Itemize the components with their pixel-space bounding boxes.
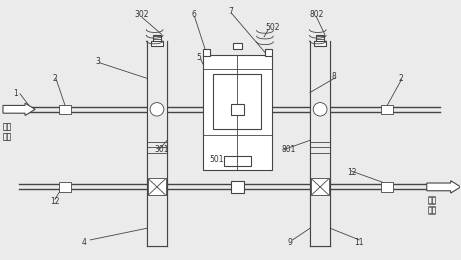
Ellipse shape bbox=[313, 103, 327, 116]
Bar bbox=[151, 41, 163, 47]
Bar bbox=[310, 41, 330, 246]
Text: 501: 501 bbox=[210, 155, 225, 164]
Text: 4: 4 bbox=[81, 238, 86, 247]
Bar bbox=[224, 156, 251, 166]
Text: 2: 2 bbox=[398, 74, 403, 83]
Bar bbox=[148, 178, 166, 196]
Text: 802: 802 bbox=[309, 10, 324, 20]
Bar bbox=[59, 105, 71, 114]
Text: 801: 801 bbox=[281, 145, 296, 154]
Text: 301: 301 bbox=[154, 145, 169, 154]
Bar bbox=[153, 35, 161, 41]
Ellipse shape bbox=[150, 103, 164, 116]
Bar bbox=[230, 181, 244, 193]
Text: 输入: 输入 bbox=[3, 132, 12, 141]
Text: 9: 9 bbox=[288, 238, 293, 247]
Text: 输入: 输入 bbox=[3, 133, 12, 142]
Text: 输出: 输出 bbox=[427, 206, 437, 215]
FancyArrow shape bbox=[427, 181, 461, 193]
Text: 12: 12 bbox=[50, 197, 60, 206]
Text: 11: 11 bbox=[355, 238, 364, 247]
Text: 8: 8 bbox=[331, 73, 337, 81]
Text: 动力: 动力 bbox=[427, 196, 437, 205]
Text: 6: 6 bbox=[191, 10, 196, 20]
Text: 5: 5 bbox=[196, 53, 201, 62]
Bar bbox=[316, 35, 324, 41]
Bar bbox=[230, 104, 244, 115]
Bar bbox=[265, 49, 272, 56]
Bar bbox=[381, 105, 393, 114]
Text: 12: 12 bbox=[348, 168, 357, 177]
Text: 输出: 输出 bbox=[427, 206, 437, 215]
Bar bbox=[314, 41, 326, 47]
Bar bbox=[233, 43, 242, 49]
Text: 502: 502 bbox=[265, 23, 279, 32]
Bar bbox=[203, 49, 210, 56]
Bar bbox=[381, 182, 393, 192]
Text: 动力: 动力 bbox=[3, 122, 12, 131]
Bar bbox=[147, 41, 167, 246]
Bar bbox=[213, 74, 261, 129]
Text: 1: 1 bbox=[13, 89, 18, 98]
Text: 3: 3 bbox=[95, 57, 100, 66]
FancyArrow shape bbox=[3, 103, 35, 115]
Bar bbox=[59, 182, 71, 192]
Text: 动力: 动力 bbox=[427, 197, 437, 206]
Bar bbox=[311, 178, 329, 196]
Bar bbox=[311, 178, 329, 196]
Bar bbox=[148, 178, 166, 196]
Text: 7: 7 bbox=[228, 6, 233, 16]
Text: 动力: 动力 bbox=[3, 122, 12, 131]
Bar bbox=[203, 55, 272, 170]
Text: 302: 302 bbox=[134, 10, 148, 20]
Text: 2: 2 bbox=[52, 74, 57, 83]
